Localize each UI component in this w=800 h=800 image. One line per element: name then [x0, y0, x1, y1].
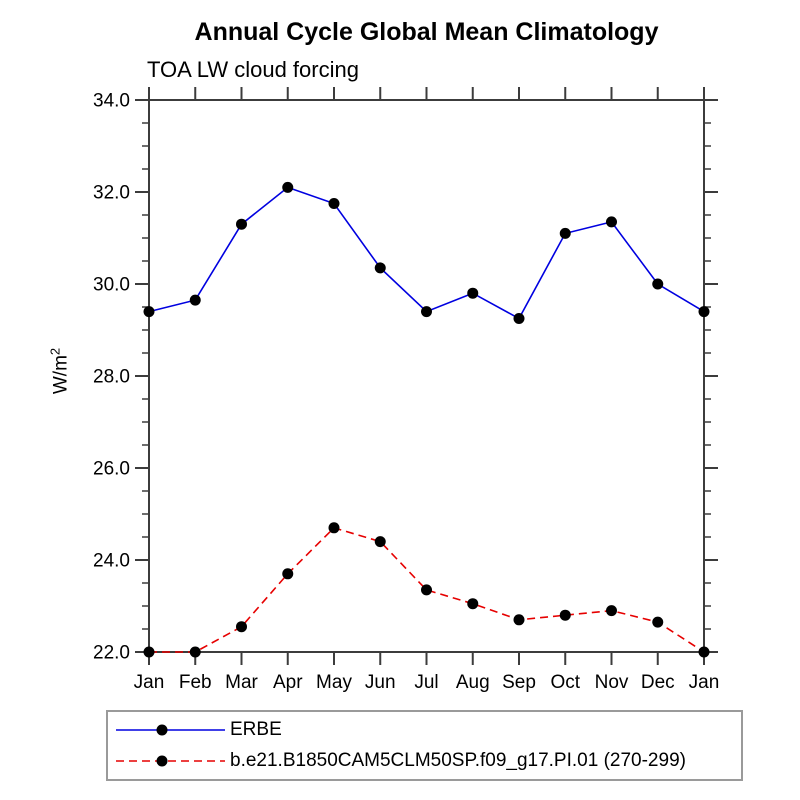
x-tick-label: Feb — [179, 672, 212, 693]
y-tick-label: 26.0 — [93, 459, 130, 480]
erbe-point — [513, 313, 525, 324]
erbe-point — [236, 218, 247, 230]
legend-entry-model: b.e21.B1850CAM5CLM50SP.f09_g17.PI.01 (27… — [114, 746, 741, 777]
x-tick-label: Oct — [550, 672, 580, 693]
chart-subtitle: TOA LW cloud forcing — [147, 57, 359, 82]
model-point — [606, 605, 617, 617]
y-tick-label: 22.0 — [93, 643, 130, 664]
x-tick-label: Dec — [641, 672, 675, 693]
erbe-point — [559, 227, 571, 239]
erbe-line — [148, 186, 705, 320]
erbe-point — [606, 216, 617, 228]
model-point — [421, 584, 432, 596]
x-tick-label: Jan — [134, 672, 165, 693]
x-tick-label: Nov — [595, 672, 629, 693]
model-point — [282, 568, 294, 580]
x-tick-label: Jul — [414, 672, 438, 693]
legend-label-model: b.e21.B1850CAM5CLM50SP.f09_g17.PI.01 (27… — [230, 750, 686, 771]
x-tick-label: Jan — [689, 672, 720, 693]
x-tick-label: Aug — [456, 672, 490, 693]
model-point — [467, 598, 479, 610]
erbe-point — [421, 306, 432, 318]
x-tick-label: Jun — [365, 672, 396, 693]
y-tick-label: 34.0 — [93, 91, 130, 112]
erbe-point — [328, 198, 340, 209]
plot-frame — [148, 99, 705, 653]
erbe-point — [467, 287, 479, 299]
model-point — [374, 536, 386, 548]
x-tick-label: May — [316, 672, 352, 693]
model-point — [236, 621, 247, 633]
erbe-point — [143, 306, 155, 318]
legend: ERBE b.e21.B1850CAM5CLM50SP.f09_g17.PI.0… — [106, 710, 743, 781]
model-point — [698, 646, 710, 658]
legend-entry-erbe: ERBE — [114, 715, 741, 746]
model-point — [652, 616, 664, 628]
model-point — [328, 522, 340, 534]
erbe-point — [189, 294, 201, 306]
y-tick-label: 24.0 — [93, 551, 130, 572]
model-point — [559, 609, 571, 621]
x-tick-label: Mar — [225, 672, 258, 693]
x-tick-label: Sep — [502, 672, 536, 693]
y-tick-label: 32.0 — [93, 183, 130, 204]
model-point — [143, 646, 155, 658]
erbe-point — [282, 181, 294, 193]
x-tick-label: Apr — [273, 672, 303, 693]
erbe-point — [652, 278, 664, 290]
chart-title: Annual Cycle Global Mean Climatology — [194, 18, 659, 46]
legend-label-erbe: ERBE — [230, 719, 282, 740]
model-point — [513, 614, 525, 626]
y-tick-label: 28.0 — [93, 367, 130, 388]
y-tick-label: 30.0 — [93, 275, 130, 296]
erbe-point — [698, 306, 710, 318]
legend-line-sample-erbe — [116, 724, 225, 736]
model-point — [189, 646, 201, 658]
legend-line-sample-model — [116, 755, 225, 767]
erbe-point — [374, 262, 386, 274]
